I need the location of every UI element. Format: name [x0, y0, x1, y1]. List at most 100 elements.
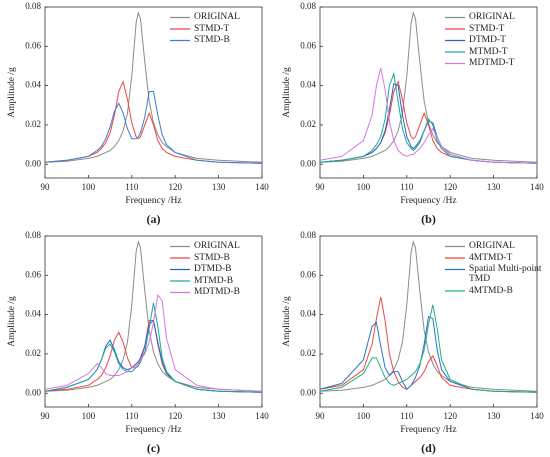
- y-tick-label: 0.08: [25, 230, 41, 240]
- legend-entry: DTMD-T: [469, 35, 506, 45]
- x-tick-label: 110: [125, 411, 139, 421]
- legend-entry: 4MTMD-T: [469, 252, 513, 263]
- legend-entry: MDTMD-B: [194, 287, 240, 297]
- x-axis-label: Frequency /Hz: [125, 196, 181, 206]
- legend-entry: STMD-B: [194, 252, 230, 263]
- legend-entry: MTMD-B: [194, 275, 234, 286]
- series-line: [45, 80, 262, 164]
- y-axis-label: Amplitude /g: [7, 67, 17, 118]
- x-tick-label: 100: [357, 411, 371, 421]
- legend-label: 4MTMD-B: [469, 285, 513, 296]
- plot-frame: [44, 235, 263, 408]
- y-tick-label: 0.00: [300, 387, 316, 397]
- series-line: [320, 67, 537, 164]
- y-axis-label: Amplitude /g: [282, 67, 292, 118]
- x-tick-label: 90: [316, 182, 326, 192]
- x-axis-label: Frequency /Hz: [125, 425, 181, 435]
- y-tick-label: 0.06: [25, 40, 41, 50]
- x-tick-label: 110: [400, 411, 414, 421]
- x-axis-label: Frequency /Hz: [400, 425, 456, 435]
- x-tick-label: 110: [125, 182, 139, 192]
- legend-entry: ORIGINAL: [469, 241, 515, 251]
- x-tick-label: 120: [443, 182, 457, 192]
- legend-entry: Spatial Multi-point TMD: [469, 264, 542, 284]
- x-tick-label: 90: [316, 411, 326, 421]
- x-tick-label: 100: [82, 182, 96, 192]
- legend-entry: DTMD-B: [194, 264, 232, 274]
- y-tick-label: 0.04: [25, 309, 41, 319]
- legend-entry: MDTMD-T: [469, 58, 514, 68]
- series-line: [320, 304, 537, 393]
- series-line: [45, 293, 262, 392]
- legend-label: ORIGINAL: [469, 241, 515, 251]
- series-line: [320, 240, 537, 392]
- panel: 0.00 0.02 0.04 0.06 0.08 90 100 110 120 130 140 Fre…: [282, 230, 544, 455]
- legend-label: MTMD-T: [469, 46, 508, 57]
- legend-label: MTMD-B: [194, 275, 234, 286]
- series-line: [45, 320, 262, 393]
- series-line: [45, 11, 262, 163]
- legend-label: STMD-T: [469, 23, 505, 34]
- series-line: [45, 240, 262, 392]
- x-tick-label: 120: [168, 182, 182, 192]
- x-tick-label: 140: [530, 411, 544, 421]
- y-axis-label: Amplitude /g: [7, 296, 17, 347]
- y-tick-label: 0.04: [300, 80, 316, 90]
- legend-label: ORIGINAL: [469, 12, 515, 22]
- y-tick-label: 0.02: [300, 119, 316, 129]
- x-axis-label: Frequency /Hz: [400, 196, 456, 206]
- legend-entry: ORIGINAL: [194, 12, 240, 22]
- x-tick-label: 140: [255, 411, 269, 421]
- legend-entry: STMD-T: [194, 24, 229, 34]
- series-line: [320, 315, 537, 393]
- legend-label: STMD-B: [194, 35, 230, 45]
- legend-entry: ORIGINAL: [469, 12, 515, 22]
- y-tick-label: 0.04: [25, 80, 41, 90]
- plot-frame: [44, 6, 263, 179]
- y-tick-label: 0.04: [300, 309, 316, 319]
- plot-frame: [319, 6, 538, 179]
- panel-caption: (a): [147, 212, 161, 226]
- legend-label: MDTMD-B: [194, 287, 240, 297]
- y-tick-label: 0.06: [300, 269, 316, 279]
- series-line: [45, 319, 262, 393]
- legend-label: 4MTMD-T: [469, 252, 513, 263]
- legend-entry: STMD-B: [194, 35, 230, 45]
- x-tick-label: 120: [168, 411, 182, 421]
- panel-caption: (c): [147, 441, 160, 455]
- y-tick-label: 0.06: [25, 269, 41, 279]
- x-tick-label: 100: [357, 182, 371, 192]
- x-tick-label: 110: [400, 182, 414, 192]
- x-tick-label: 140: [255, 182, 269, 192]
- y-tick-label: 0.00: [300, 158, 316, 168]
- y-axis-label: Amplitude /g: [282, 296, 292, 347]
- x-tick-label: 90: [41, 182, 51, 192]
- legend-label: STMD-B: [194, 252, 230, 263]
- legend-label: DTMD-T: [469, 35, 506, 45]
- x-tick-label: 100: [82, 411, 96, 421]
- x-tick-label: 120: [443, 411, 457, 421]
- panel-caption: (b): [421, 212, 436, 226]
- y-tick-label: 0.08: [300, 230, 316, 240]
- plot-frame: [319, 235, 538, 408]
- panel: 0.00 0.02 0.04 0.06 0.08 90 100 110 120 130 140 Fre…: [282, 1, 544, 226]
- legend-entry: 4MTMD-B: [469, 285, 513, 296]
- y-tick-label: 0.08: [25, 1, 41, 11]
- legend-label: ORIGINAL: [194, 12, 240, 22]
- y-tick-label: 0.02: [300, 348, 316, 358]
- legend-entry: STMD-T: [469, 23, 505, 34]
- y-tick-label: 0.02: [25, 119, 41, 129]
- panel: 0.00 0.02 0.04 0.06 0.08 90 100 110 120 130 140 Fre…: [7, 1, 269, 226]
- panel-caption: (d): [421, 441, 436, 455]
- y-tick-label: 0.08: [300, 1, 316, 11]
- x-tick-label: 90: [41, 411, 51, 421]
- y-tick-label: 0.02: [25, 348, 41, 358]
- panel: 0.00 0.02 0.04 0.06 0.08 90 100 110 120 130 140 Fre…: [7, 230, 269, 455]
- legend-entry: MTMD-T: [469, 46, 508, 57]
- series-line: [45, 302, 262, 393]
- y-tick-label: 0.00: [25, 387, 41, 397]
- x-tick-label: 140: [530, 182, 544, 192]
- series-line: [320, 71, 537, 164]
- legend-label: DTMD-B: [194, 264, 232, 274]
